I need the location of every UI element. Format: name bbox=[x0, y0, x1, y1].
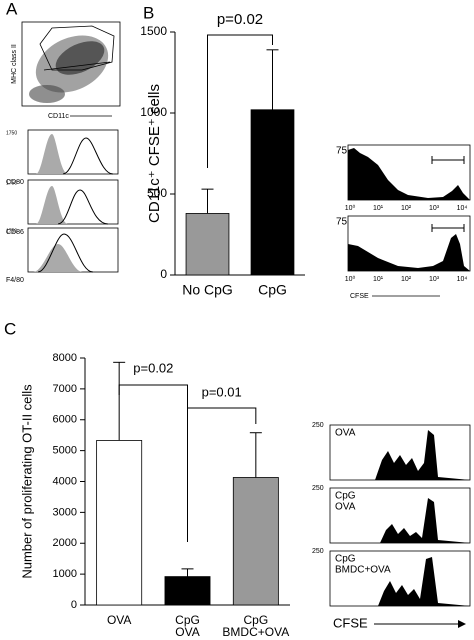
significance-bracket bbox=[187, 407, 257, 542]
y-axis-label: Number of proliferating OT-II cells bbox=[19, 384, 34, 579]
x-tick-label: OVA bbox=[175, 625, 199, 639]
plot-frame bbox=[27, 129, 119, 175]
histogram-fill bbox=[330, 557, 470, 606]
y-tick-label: 1000 bbox=[53, 568, 77, 580]
y-max: 250 bbox=[312, 422, 324, 429]
histogram bbox=[329, 424, 471, 481]
bar bbox=[185, 213, 230, 276]
x-tick-label: 10³ bbox=[429, 276, 440, 283]
stain-line bbox=[37, 233, 94, 273]
significance-bracket bbox=[207, 34, 273, 168]
y-max: 1750 bbox=[6, 228, 17, 234]
y-max: 1750 bbox=[6, 130, 17, 136]
panel-label: C bbox=[4, 319, 16, 338]
marker-label: CD80 bbox=[6, 179, 24, 186]
y-tick-label: 7000 bbox=[53, 383, 77, 395]
x-tick-label: CpG bbox=[175, 613, 200, 627]
isotype-fill bbox=[36, 186, 68, 224]
plot-frame bbox=[27, 179, 119, 225]
y-tick-label: 1500 bbox=[140, 24, 167, 38]
bar bbox=[250, 109, 295, 276]
histogram-fill bbox=[348, 148, 470, 200]
panel-label: B bbox=[143, 3, 154, 22]
y-max: 75 bbox=[336, 217, 348, 228]
gate-line bbox=[43, 61, 111, 71]
annotation: p=0.01 bbox=[202, 384, 242, 399]
x-tick-label: 10² bbox=[401, 205, 412, 212]
bar bbox=[164, 576, 211, 606]
x-tick-label: 10¹ bbox=[373, 205, 384, 212]
x-tick-label: CpG bbox=[258, 282, 287, 298]
isotype-fill bbox=[36, 134, 68, 174]
histogram-label: CpG bbox=[335, 491, 356, 502]
annotation: p=0.02 bbox=[217, 11, 263, 28]
axis-label: CFSE bbox=[350, 293, 369, 300]
y-tick-label: 500 bbox=[147, 186, 167, 200]
y-tick-label: 8000 bbox=[53, 352, 77, 364]
bar bbox=[232, 477, 279, 606]
x-tick-label: BMDC+OVA bbox=[222, 625, 289, 639]
histogram-label: BMDC+OVA bbox=[335, 565, 391, 576]
marker-label: F4/80 bbox=[6, 277, 24, 284]
histogram bbox=[27, 227, 119, 273]
y-tick-label: 0 bbox=[71, 599, 77, 611]
axis-label: MHC class II bbox=[11, 44, 18, 84]
x-tick-label: 10⁰ bbox=[345, 275, 356, 283]
stain-line bbox=[57, 189, 109, 225]
histogram-fill bbox=[348, 234, 470, 271]
histogram bbox=[329, 487, 471, 544]
x-tick-label: CpG bbox=[243, 613, 268, 627]
histogram bbox=[347, 215, 471, 272]
dot-cloud bbox=[55, 41, 105, 75]
x-tick-label: 10⁴ bbox=[457, 276, 468, 283]
y-tick-label: 0 bbox=[160, 267, 167, 281]
x-tick-label: 10⁰ bbox=[345, 204, 356, 212]
y-tick-label: 5000 bbox=[53, 445, 77, 457]
panel-label: A bbox=[6, 0, 18, 18]
dot-cloud bbox=[29, 85, 65, 103]
histogram bbox=[347, 144, 471, 201]
dot-plot bbox=[21, 21, 121, 107]
axis-label: CFSE bbox=[333, 615, 368, 630]
x-tick-label: 10² bbox=[401, 276, 412, 283]
x-tick-label: No CpG bbox=[182, 282, 233, 298]
y-max: 1750 bbox=[6, 180, 17, 186]
annotation: p=0.02 bbox=[133, 360, 173, 375]
histogram-label: CpG bbox=[335, 554, 356, 565]
stain-line bbox=[62, 137, 114, 175]
histogram bbox=[27, 129, 119, 175]
x-tick-label: 10¹ bbox=[373, 276, 384, 283]
histogram-label: OVA bbox=[335, 428, 356, 439]
y-max: 75 bbox=[336, 146, 348, 157]
y-tick-label: 6000 bbox=[53, 414, 77, 426]
histogram-label: OVA bbox=[335, 502, 356, 513]
bar bbox=[96, 440, 143, 606]
axis-label: CD11c bbox=[48, 113, 69, 120]
y-axis-label: CD11c⁺ CFSE⁺ cells bbox=[146, 84, 163, 223]
y-tick-label: 2000 bbox=[53, 537, 77, 549]
plot-frame bbox=[21, 21, 121, 107]
y-max: 250 bbox=[312, 548, 324, 555]
y-tick-label: 4000 bbox=[53, 475, 77, 487]
histogram-fill bbox=[330, 498, 470, 543]
y-max: 250 bbox=[312, 485, 324, 492]
x-tick-label: 10⁴ bbox=[457, 205, 468, 212]
axis-arrow bbox=[458, 620, 466, 628]
x-tick-label: 10³ bbox=[429, 205, 440, 212]
x-tick-label: OVA bbox=[107, 613, 131, 627]
y-tick-label: 1000 bbox=[140, 105, 167, 119]
histogram-fill bbox=[330, 430, 470, 480]
y-tick-label: 3000 bbox=[53, 506, 77, 518]
gate bbox=[39, 25, 115, 71]
marker-label: CD86 bbox=[6, 229, 24, 236]
histogram bbox=[329, 550, 471, 607]
histogram bbox=[27, 179, 119, 225]
